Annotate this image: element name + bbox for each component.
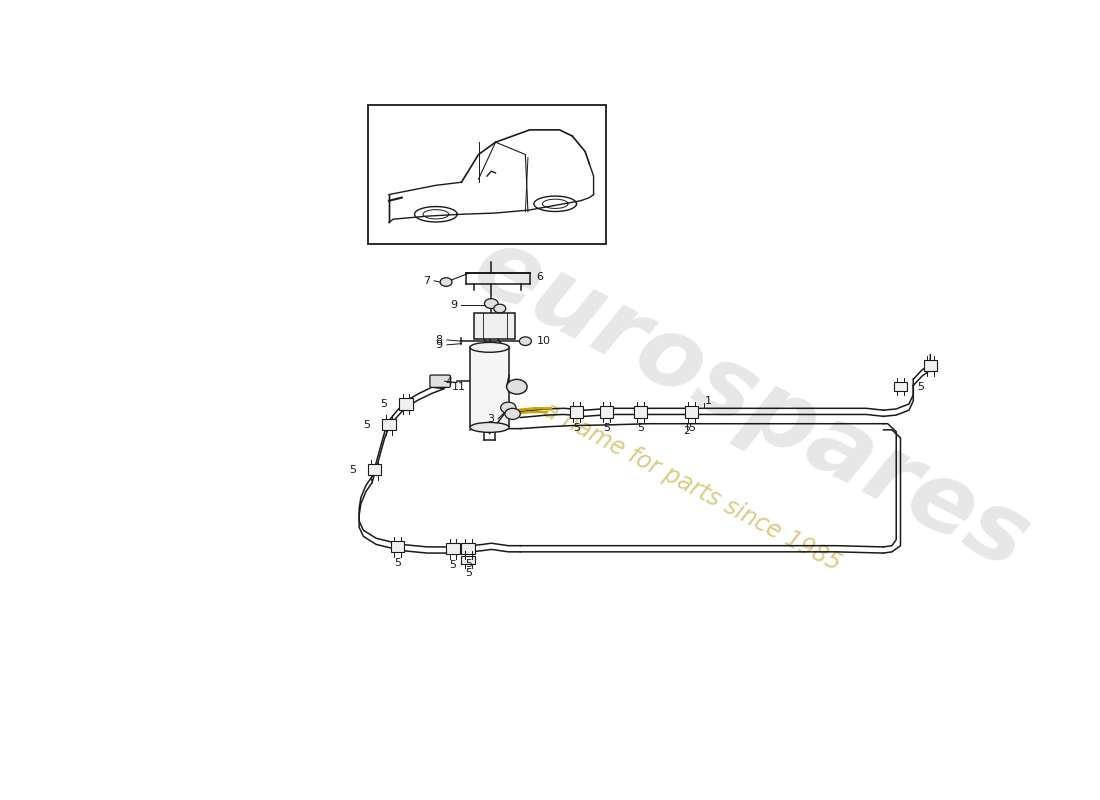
Text: 5: 5	[381, 399, 387, 409]
FancyBboxPatch shape	[382, 419, 396, 430]
Circle shape	[484, 298, 498, 309]
Text: 5: 5	[573, 423, 580, 433]
FancyBboxPatch shape	[924, 360, 937, 371]
Text: 2: 2	[683, 426, 690, 436]
Circle shape	[494, 304, 506, 313]
FancyBboxPatch shape	[367, 464, 382, 475]
FancyBboxPatch shape	[462, 543, 475, 554]
Text: 5: 5	[637, 423, 644, 433]
Text: 5: 5	[450, 560, 456, 570]
Text: 9: 9	[436, 340, 442, 350]
Text: 5: 5	[689, 423, 695, 433]
Text: 8: 8	[436, 335, 442, 345]
Text: 3: 3	[487, 414, 494, 424]
Circle shape	[519, 337, 531, 346]
FancyBboxPatch shape	[634, 406, 647, 418]
Text: eurospares: eurospares	[458, 218, 1045, 590]
FancyBboxPatch shape	[447, 543, 460, 554]
Bar	[470, 347, 509, 427]
FancyBboxPatch shape	[399, 398, 412, 410]
FancyBboxPatch shape	[474, 314, 515, 339]
Text: 11: 11	[452, 382, 465, 392]
Circle shape	[440, 278, 452, 286]
FancyBboxPatch shape	[685, 406, 698, 418]
FancyBboxPatch shape	[462, 555, 475, 564]
Circle shape	[500, 402, 516, 414]
FancyBboxPatch shape	[600, 406, 613, 418]
FancyBboxPatch shape	[430, 375, 450, 387]
Text: 5: 5	[465, 569, 472, 578]
Text: 9: 9	[450, 301, 458, 310]
Text: 10: 10	[537, 336, 550, 346]
Ellipse shape	[470, 422, 509, 432]
Text: 4: 4	[446, 378, 453, 387]
Text: 5: 5	[603, 423, 609, 433]
Circle shape	[505, 408, 520, 419]
Bar	[367, 106, 606, 244]
Text: 5: 5	[349, 465, 355, 475]
FancyBboxPatch shape	[893, 382, 907, 391]
Text: 5: 5	[363, 420, 371, 430]
FancyBboxPatch shape	[570, 406, 583, 418]
Text: 1: 1	[704, 396, 712, 406]
Text: 7: 7	[422, 276, 430, 286]
Ellipse shape	[470, 342, 509, 352]
Circle shape	[507, 379, 527, 394]
Text: a name for parts since 1985: a name for parts since 1985	[539, 398, 845, 576]
Text: 5: 5	[465, 559, 472, 570]
Text: 5: 5	[917, 382, 924, 392]
Text: 6: 6	[537, 272, 543, 282]
FancyBboxPatch shape	[390, 542, 405, 553]
Text: 5: 5	[394, 558, 402, 568]
